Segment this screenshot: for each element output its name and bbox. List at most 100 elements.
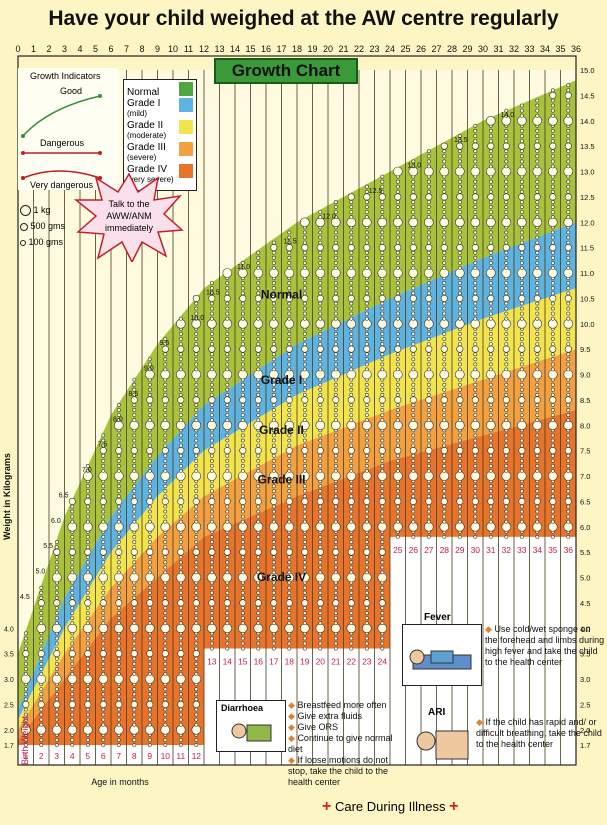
weight-marker [116,570,121,575]
weight-marker [225,560,230,565]
weight-marker [116,489,121,494]
weight-marker [116,692,121,697]
weight-marker [395,362,400,367]
weight-marker [225,367,230,372]
weight-marker [146,447,154,455]
weight-marker [101,707,106,712]
weight-marker [454,369,465,380]
sick-child-icon [409,649,472,670]
weight-marker [349,413,354,418]
weight-marker [349,514,354,519]
weight-marker [54,570,59,575]
weight-marker [442,215,447,220]
weight-marker [70,540,75,544]
weight-marker [318,235,323,240]
weight-marker [411,514,416,519]
weight-marker [223,396,231,404]
indicator-very-dangerous-label: Very dangerous [30,180,94,190]
weight-marker [54,646,59,651]
weight-marker [318,357,323,362]
legend-swatch-grade2 [179,120,193,134]
weight-marker [240,362,245,367]
curve-value-label: 6.5 [59,492,69,499]
weight-marker [488,509,493,514]
weight-marker [287,352,292,357]
weight-marker [423,268,434,278]
weight-marker [566,149,571,154]
x-tick-label-top: 1 [31,44,36,54]
weight-marker [287,484,292,489]
weight-marker [256,286,261,291]
weight-marker [380,545,385,550]
weight-marker [408,217,419,228]
weight-marker [225,301,230,306]
weight-marker [457,392,462,397]
weight-marker [302,316,307,321]
weight-marker [287,606,292,610]
weight-marker [456,447,464,455]
weight-marker [411,331,416,336]
weight-marker [191,471,202,481]
weight-marker [519,103,524,108]
weight-marker [442,352,447,357]
x-month-label: 12 [192,751,202,761]
weight-marker [488,458,493,463]
weight-marker [501,166,512,177]
weight-marker [271,403,276,407]
weight-marker [256,504,261,509]
weight-marker [349,408,354,412]
weight-marker [115,497,123,505]
weight-marker [163,387,168,392]
weight-marker [550,179,555,184]
weight-marker [225,306,230,311]
weight-marker [318,585,323,590]
weight-marker [535,103,540,108]
weight-marker [333,210,338,215]
weight-marker [178,509,183,514]
weight-marker [349,392,354,397]
weight-marker [349,606,354,610]
weight-marker [395,286,400,291]
weight-marker [99,599,107,607]
weight-marker [51,724,62,735]
weight-marker [315,420,326,431]
weight-marker [194,337,199,341]
weight-marker [426,281,431,286]
weight-marker [333,362,338,367]
curve-value-label: 10.0 [191,315,205,322]
weight-marker [39,646,44,651]
weight-marker [535,509,540,514]
weight-marker [194,408,199,412]
weight-marker [442,535,447,539]
weight-marker [364,265,369,270]
weight-marker [39,738,44,742]
weight-marker [240,509,245,514]
weight-marker [380,362,385,367]
weight-marker [519,291,524,296]
weight-marker [85,606,90,610]
weight-marker [380,611,385,615]
weight-marker [566,200,571,204]
weight-marker [395,387,400,392]
y-tick-label-right: 11.5 [580,244,594,253]
weight-marker [191,724,202,735]
weight-marker [550,357,555,362]
weight-marker [364,489,369,494]
weight-marker [101,697,106,702]
weight-marker [473,205,478,209]
x-tick-label-top: 7 [124,44,129,54]
weight-marker [566,159,571,164]
weight-marker [502,193,510,201]
weight-marker [332,294,340,302]
weight-marker [488,200,493,204]
weight-marker [271,260,276,265]
weight-marker [349,210,354,215]
weight-marker [488,301,493,306]
x-tick-label-top: 28 [447,44,457,54]
weight-marker [116,438,121,443]
weight-marker [194,545,199,550]
weight-marker [563,420,574,431]
weight-marker [302,468,307,473]
weight-marker [519,489,524,494]
weight-marker [194,463,199,468]
